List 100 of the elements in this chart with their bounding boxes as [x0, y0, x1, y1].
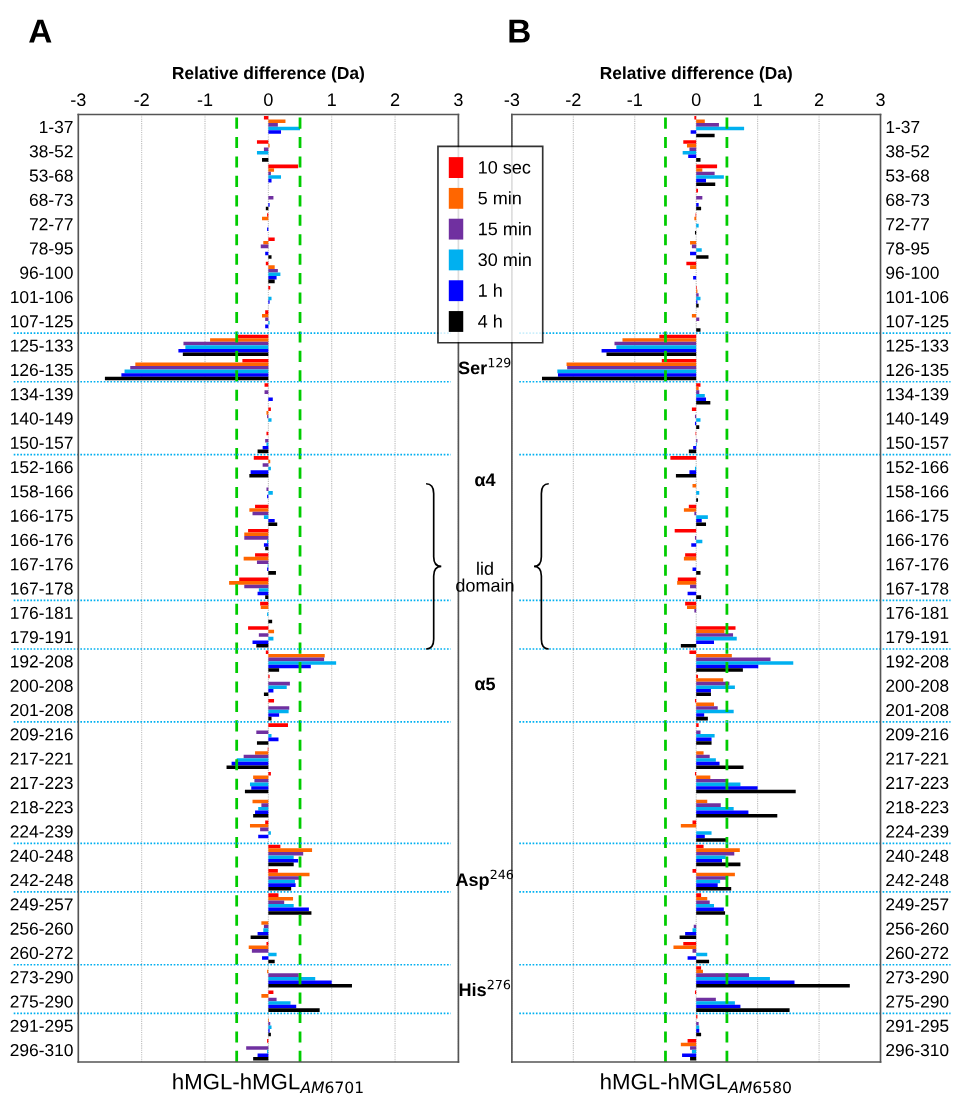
y-tick-label: 179-191: [11, 631, 73, 644]
bar: [268, 255, 272, 259]
bar: [606, 352, 697, 357]
bar: [262, 446, 269, 450]
bar: [696, 386, 699, 391]
y-tick-label: 167-176: [11, 558, 73, 571]
y-tick-label: 242-248: [886, 873, 949, 887]
y-tick-label: 201-208: [886, 703, 949, 717]
bar: [268, 984, 352, 988]
y-tick-label: 192-208: [11, 655, 73, 668]
bar: [687, 956, 697, 960]
bar: [696, 848, 740, 852]
x-tick-label: -1: [627, 93, 642, 106]
bar: [268, 911, 312, 915]
bar: [268, 571, 276, 575]
bar: [691, 543, 697, 547]
bar: [696, 713, 705, 717]
y-tick-label: 72-77: [886, 218, 929, 231]
bar: [268, 900, 285, 905]
bar: [686, 605, 697, 609]
bar: [248, 626, 269, 630]
bar: [696, 328, 701, 332]
y-tick-label: 38-52: [29, 145, 73, 158]
bar: [696, 640, 715, 644]
bar: [250, 470, 269, 474]
bar: [268, 1001, 291, 1005]
y-tick-label: 218-223: [10, 801, 73, 814]
y-tick-label: 249-257: [10, 898, 73, 911]
bar: [696, 158, 701, 162]
bar: [268, 196, 274, 200]
bar: [696, 741, 712, 745]
bar: [229, 581, 269, 585]
bar: [255, 751, 269, 755]
y-tick-label: 275-290: [886, 995, 949, 1008]
bar: [256, 741, 269, 745]
x-tick-label: 0: [691, 93, 701, 107]
bar: [253, 456, 269, 460]
y-tick-label: 209-216: [886, 728, 949, 741]
y-tick-label: 291-295: [10, 1019, 73, 1032]
y-tick-label: 200-208: [886, 679, 949, 692]
x-tick-label: 1: [753, 93, 762, 106]
y-tick-label: 260-272: [886, 946, 949, 960]
y-tick-label: 1-37: [886, 120, 920, 134]
bar: [683, 140, 697, 144]
bar: [256, 150, 269, 155]
bar: [696, 654, 732, 658]
bar: [121, 373, 269, 377]
bar: [261, 803, 269, 807]
x-tick-label: 1: [328, 93, 336, 106]
bar: [268, 997, 277, 1002]
x-tick-label: 2: [390, 93, 400, 106]
bar: [252, 640, 269, 644]
bar: [268, 855, 294, 860]
y-tick-label: 217-223: [886, 776, 949, 790]
bar: [693, 276, 697, 280]
bar: [696, 685, 735, 689]
bar: [696, 1001, 735, 1005]
bar: [696, 425, 700, 429]
y-tick-label: 256-260: [10, 922, 73, 935]
bar: [696, 775, 711, 780]
bar: [268, 123, 278, 127]
x-tick-label: 0: [264, 93, 273, 107]
y-tick-label: 167-178: [11, 582, 73, 595]
bar: [263, 928, 269, 932]
bar: [268, 171, 271, 176]
y-tick-label: 38-52: [886, 145, 929, 158]
bar: [262, 463, 269, 467]
bar: [268, 876, 300, 880]
bar: [683, 508, 697, 512]
bar: [255, 553, 269, 557]
bar: [263, 515, 269, 519]
y-tick-label: 192-208: [886, 655, 949, 668]
bar: [696, 893, 702, 897]
y-tick-label: 256-260: [886, 922, 949, 935]
bar: [616, 345, 697, 349]
y-tick-label: 158-166: [886, 485, 949, 498]
text: hMGL-hMGL$_{AM6580}$: [601, 1073, 791, 1094]
bar: [696, 522, 707, 527]
bar: [265, 310, 269, 314]
bar: [268, 952, 277, 957]
bar: [268, 491, 273, 495]
y-tick-label: 166-175: [886, 509, 949, 522]
bar: [696, 814, 778, 818]
bar: [268, 661, 337, 665]
bar: [256, 643, 269, 648]
bar: [268, 397, 273, 402]
bar: [268, 706, 290, 710]
bar: [682, 150, 697, 155]
bar: [689, 470, 697, 474]
bar: [268, 1032, 271, 1037]
y-tick-label: 217-221: [886, 752, 949, 765]
bar: [696, 123, 719, 127]
y-tick-label: 201-208: [10, 703, 73, 717]
bar: [696, 203, 699, 207]
bar: [696, 397, 707, 402]
bar: [256, 560, 269, 564]
legend-label: 30 min: [478, 252, 531, 267]
bar: [696, 317, 700, 322]
legend-label: 15 min: [479, 222, 531, 236]
bar: [246, 1046, 269, 1050]
